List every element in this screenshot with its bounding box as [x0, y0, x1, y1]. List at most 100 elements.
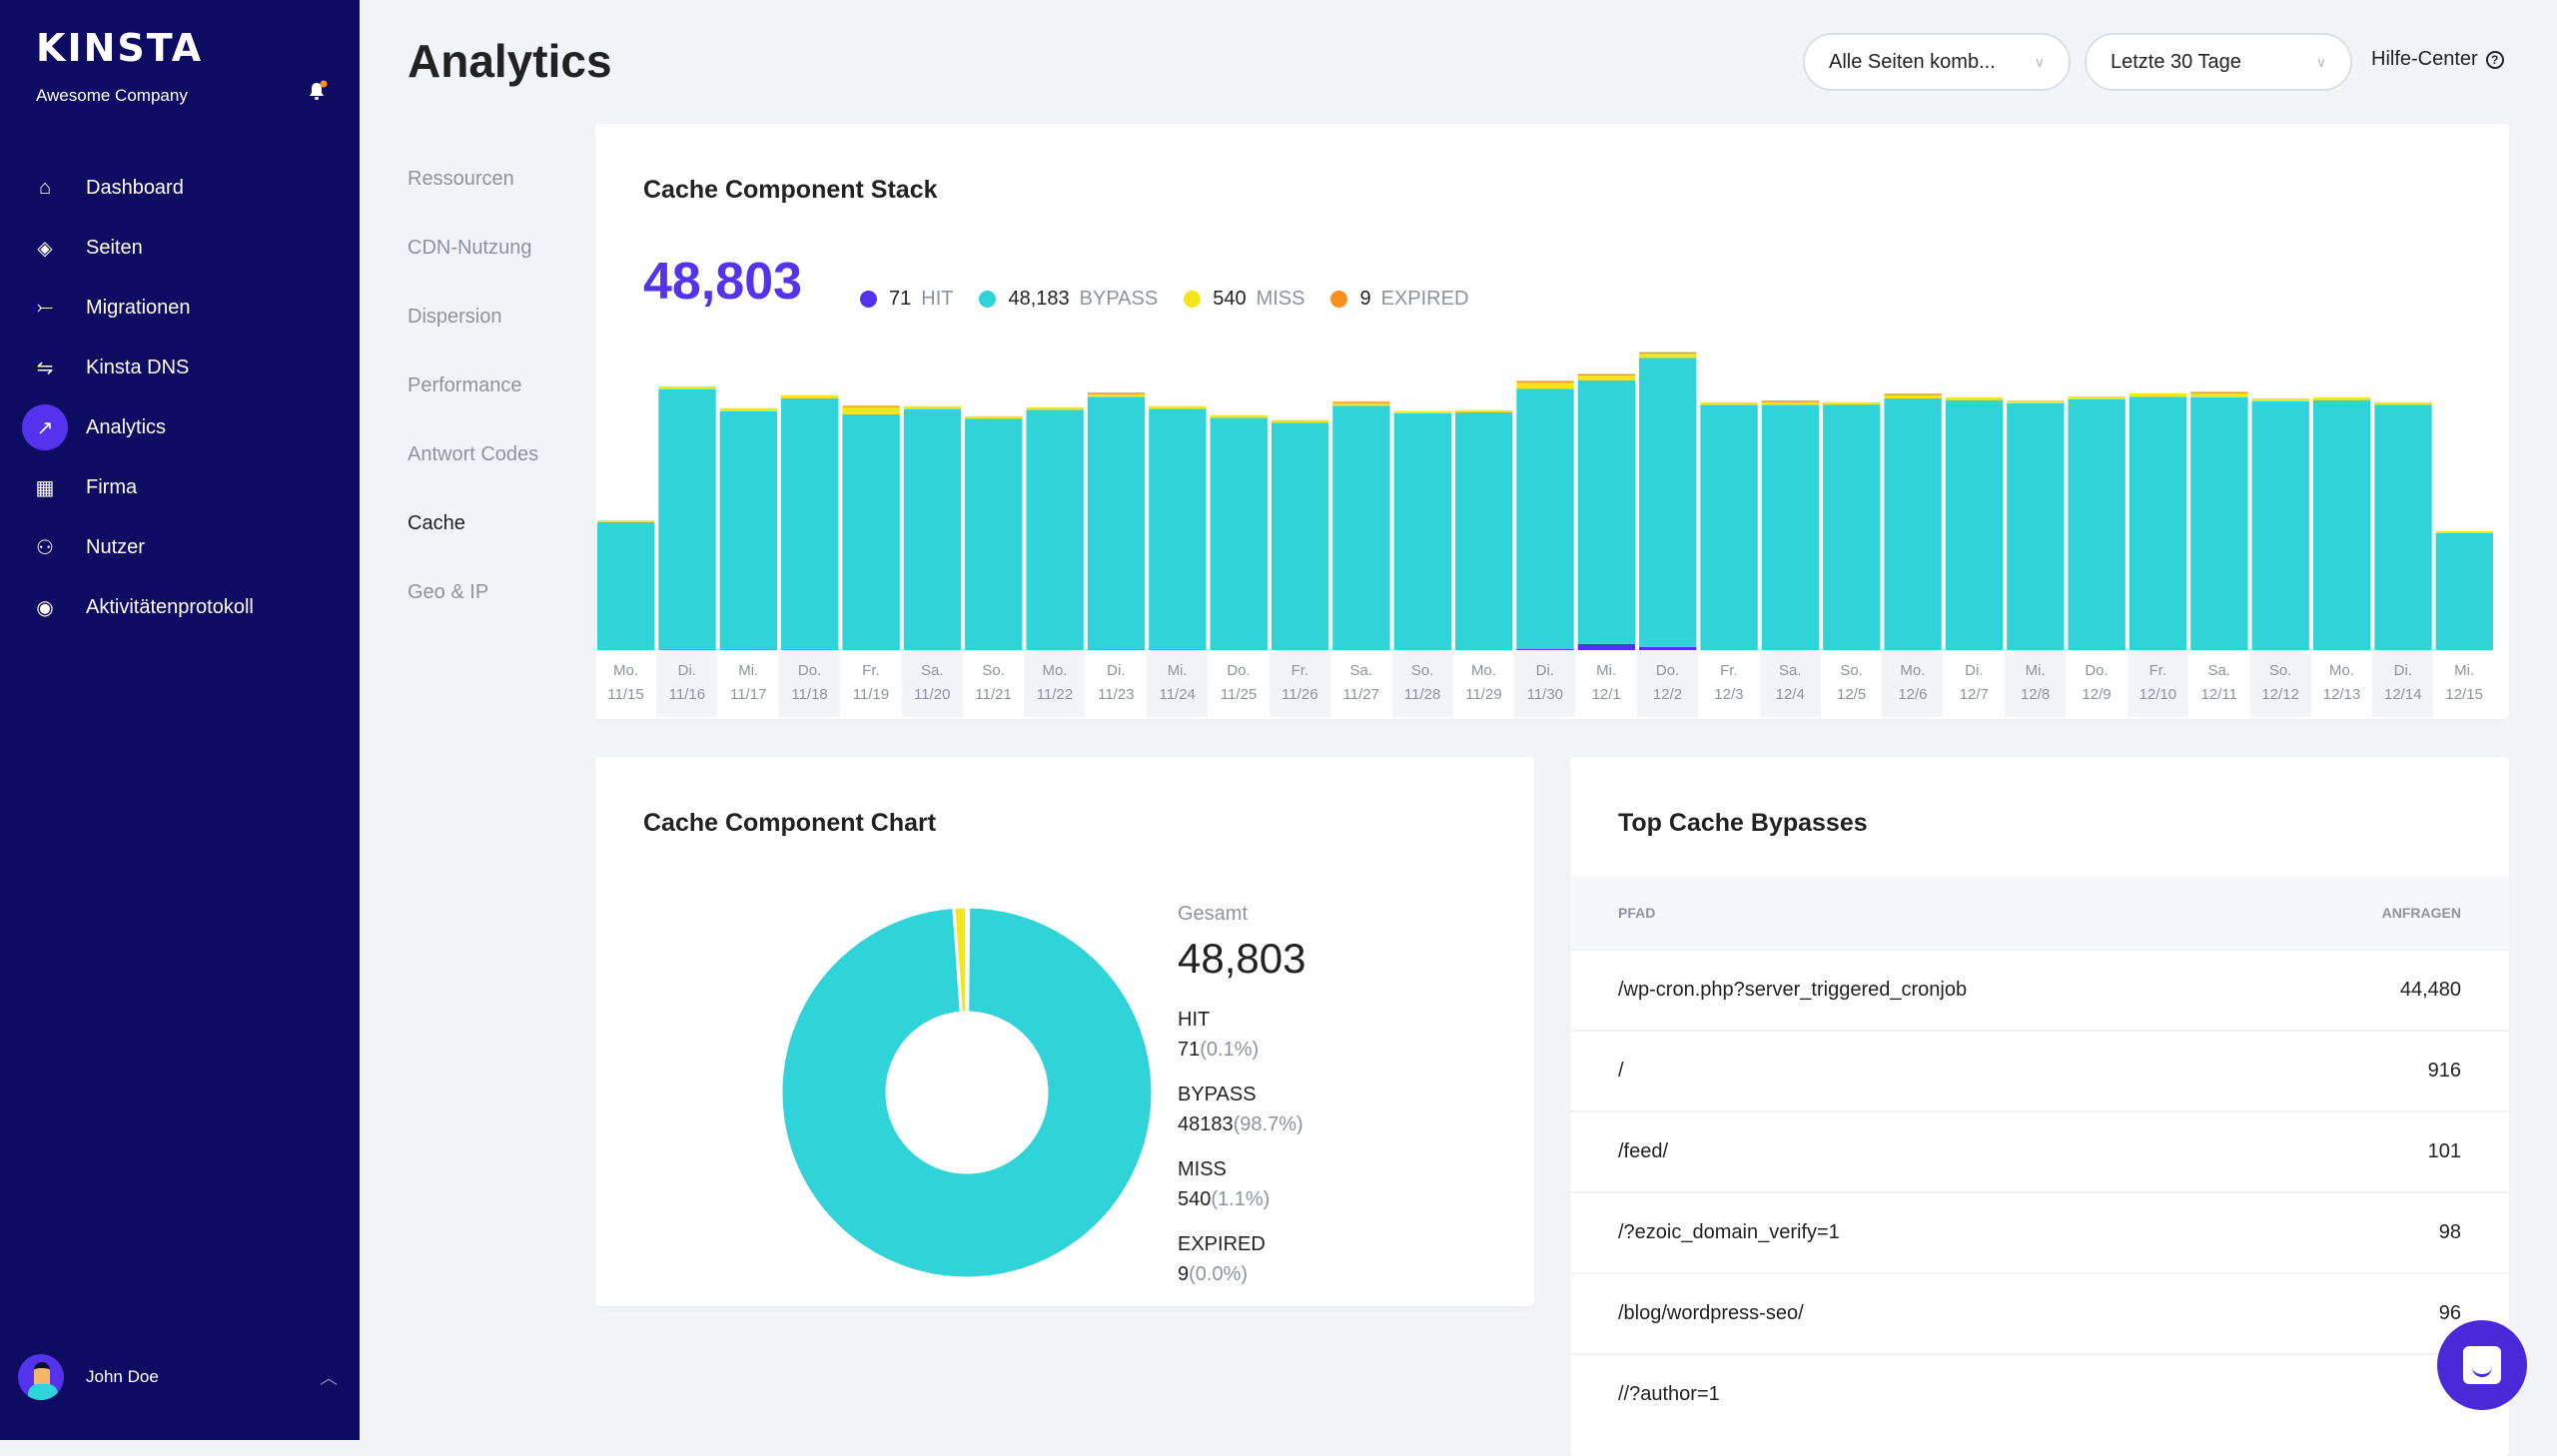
site-select[interactable]: Alle Seiten komb...∨	[1803, 33, 2071, 91]
bar-segment-miss[interactable]	[2007, 400, 2064, 403]
bar-segment-expired[interactable]	[1578, 374, 1635, 376]
table-row[interactable]: /blog/wordpress-seo/96	[1570, 1272, 2509, 1353]
subnav-antwort-codes[interactable]: Antwort Codes	[408, 443, 538, 466]
bar-segment-bypass[interactable]	[1332, 405, 1389, 650]
bar-segment-bypass[interactable]	[1149, 408, 1206, 649]
bar-segment-bypass[interactable]	[2313, 400, 2370, 650]
bar-segment-bypass[interactable]	[1088, 397, 1145, 650]
bar-segment-miss[interactable]	[1332, 403, 1389, 405]
bar-segment-bypass[interactable]	[965, 418, 1022, 650]
bar-segment-miss[interactable]	[720, 408, 777, 411]
bar-segment-bypass[interactable]	[1639, 358, 1696, 646]
company-name[interactable]: Awesome Company	[36, 86, 188, 106]
bar-segment-bypass[interactable]	[658, 389, 715, 650]
bar-segment-bypass[interactable]	[781, 398, 838, 650]
range-select[interactable]: Letzte 30 Tage∨	[2085, 33, 2352, 91]
bar-segment-miss[interactable]	[1088, 394, 1145, 397]
bar-segment-bypass[interactable]	[1272, 422, 1328, 650]
chat-button[interactable]	[2437, 1320, 2527, 1410]
bar-segment-bypass[interactable]	[1884, 398, 1941, 650]
bar-segment-bypass[interactable]	[1578, 380, 1635, 644]
sidebar-item-analytics[interactable]: ↗Analytics	[22, 404, 342, 450]
bar-segment-miss[interactable]	[781, 395, 838, 398]
chevron-up-icon[interactable]: ︿	[320, 1364, 338, 1390]
bar-segment-miss[interactable]	[904, 406, 961, 409]
bar-segment-miss[interactable]	[1884, 395, 1941, 398]
bar-segment-bypass[interactable]	[1516, 388, 1573, 649]
bar-segment-bypass[interactable]	[1946, 400, 2003, 650]
sidebar-item-aktivitätenprotokoll[interactable]: ◉Aktivitätenprotokoll	[22, 584, 342, 630]
bar-segment-expired[interactable]	[2190, 391, 2247, 393]
bar-segment-miss[interactable]	[2252, 398, 2309, 401]
subnav-dispersion[interactable]: Dispersion	[408, 306, 501, 329]
bar-segment-expired[interactable]	[1762, 400, 1819, 402]
table-row[interactable]: /feed/101	[1570, 1110, 2509, 1191]
bar-segment-miss[interactable]	[658, 386, 715, 389]
sidebar-item-migrationen[interactable]: ⤚Migrationen	[22, 285, 342, 331]
bar-segment-bypass[interactable]	[1026, 409, 1083, 650]
user-menu[interactable]: John Doe ︿	[18, 1354, 338, 1400]
bar-segment-miss[interactable]	[1946, 397, 2003, 400]
bar-segment-bypass[interactable]	[2007, 403, 2064, 650]
bar-segment-miss[interactable]	[597, 520, 654, 522]
bar-segment-bypass[interactable]	[2069, 399, 2126, 650]
bar-segment-miss[interactable]	[1823, 402, 1880, 404]
subnav-geo-ip[interactable]: Geo & IP	[408, 581, 488, 604]
bar-segment-miss[interactable]	[1639, 354, 1696, 358]
bar-segment-bypass[interactable]	[2436, 533, 2493, 650]
sidebar-item-firma[interactable]: ▦Firma	[22, 464, 342, 510]
kinsta-logo[interactable]: KINSTA	[36, 26, 203, 70]
bar-segment-bypass[interactable]	[904, 409, 961, 650]
bar-segment-miss[interactable]	[1700, 402, 1757, 405]
bar-segment-miss[interactable]	[1762, 402, 1819, 405]
bar-segment-miss[interactable]	[1272, 420, 1328, 423]
bar-segment-miss[interactable]	[965, 416, 1022, 418]
bar-segment-miss[interactable]	[1149, 406, 1206, 409]
subnav-performance[interactable]: Performance	[408, 374, 522, 397]
bar-segment-bypass[interactable]	[597, 522, 654, 650]
subnav-cdn-nutzung[interactable]: CDN-Nutzung	[408, 237, 531, 260]
bar-segment-miss[interactable]	[1455, 410, 1512, 412]
subnav-cache[interactable]: Cache	[408, 512, 465, 535]
col-path[interactable]: PFAD	[1618, 905, 1655, 921]
bar-segment-bypass[interactable]	[2190, 397, 2247, 650]
bar-segment-bypass[interactable]	[2374, 404, 2431, 650]
bar-segment-miss[interactable]	[1394, 411, 1451, 413]
table-row[interactable]: //?author=18	[1570, 1353, 2509, 1434]
bar-segment-bypass[interactable]	[1211, 417, 1268, 650]
bar-segment-bypass[interactable]	[2130, 396, 2186, 650]
bar-segment-miss[interactable]	[1516, 382, 1573, 388]
bar-segment-expired[interactable]	[1884, 393, 1941, 395]
bar-segment-bypass[interactable]	[1762, 405, 1819, 650]
bar-segment-expired[interactable]	[1639, 353, 1696, 355]
bar-segment-miss[interactable]	[1578, 375, 1635, 380]
bar-segment-expired[interactable]	[1516, 381, 1573, 383]
bar-segment-bypass[interactable]	[1394, 413, 1451, 650]
col-requests[interactable]: ANFRAGEN	[2382, 905, 2461, 921]
sidebar-item-dashboard[interactable]: ⌂Dashboard	[22, 165, 342, 211]
bar-segment-hit[interactable]	[1639, 647, 1696, 650]
bar-segment-expired[interactable]	[842, 405, 899, 407]
bar-segment-bypass[interactable]	[2252, 401, 2309, 650]
bar-segment-bypass[interactable]	[842, 414, 899, 650]
bar-segment-miss[interactable]	[2436, 531, 2493, 533]
bar-segment-miss[interactable]	[842, 407, 899, 414]
bell-icon[interactable]	[305, 80, 329, 104]
sidebar-item-nutzer[interactable]: ⚇Nutzer	[22, 524, 342, 570]
sidebar-item-kinsta-dns[interactable]: ⇋Kinsta DNS	[22, 345, 342, 390]
bar-segment-expired[interactable]	[1088, 392, 1145, 394]
bar-segment-bypass[interactable]	[720, 411, 777, 650]
bar-segment-miss[interactable]	[1211, 415, 1268, 418]
sidebar-item-seiten[interactable]: ◈Seiten	[22, 225, 342, 271]
help-center-link[interactable]: Hilfe-Center?	[2371, 48, 2504, 71]
bar-segment-miss[interactable]	[2069, 396, 2126, 399]
bar-segment-hit[interactable]	[1578, 644, 1635, 650]
bar-segment-expired[interactable]	[1332, 401, 1389, 403]
bar-segment-bypass[interactable]	[1823, 404, 1880, 650]
bar-segment-miss[interactable]	[2374, 402, 2431, 404]
subnav-ressourcen[interactable]: Ressourcen	[408, 168, 514, 191]
bar-segment-miss[interactable]	[2313, 397, 2370, 400]
bar-segment-bypass[interactable]	[1455, 412, 1512, 650]
